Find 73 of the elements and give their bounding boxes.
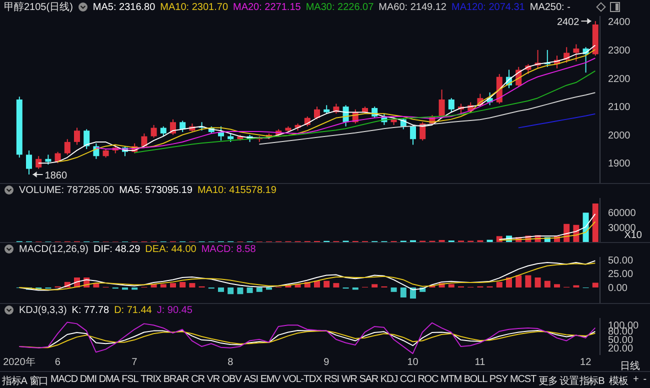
text: BRAR [163,374,189,386]
y-tick-label: 20.00 [608,343,634,354]
x-tick-label: 8 [228,357,234,368]
y-tick-label: 1900 [608,158,631,170]
text: MACD: 8.58 [201,244,256,254]
text: 日线 [620,360,640,373]
text: 指标A [2,374,27,388]
y-tick-label: 0.00 [608,283,628,294]
text: MA5: 2316.80 [92,2,156,12]
x-tick-label: 10 [407,357,419,368]
y-tick-label: 2200 [608,74,631,85]
x-tick-label: 7 [132,357,138,368]
y-tick-label: 60000 [608,208,636,220]
text: MA250: - [530,2,570,12]
text: RSI [324,374,339,386]
x-tick-label: 6 [54,357,61,368]
text: WR [341,374,357,386]
x-tick-label: 11 [474,357,486,368]
text: 指标B [579,374,604,388]
y-tick-label: 25.00 [608,269,634,280]
text: CR [191,374,204,386]
text: 模板 [609,374,628,388]
text: MA30: 2226.07 [306,2,374,12]
text: MCST [510,374,536,386]
y-tick-label: 2300 [608,46,631,57]
chart-title: VOLUME: 787285.00 [19,184,114,196]
text: MA10: 415578.19 [197,184,276,196]
chart-title: MACD(12,26,9) [19,244,88,254]
text: MA60: 2149.12 [378,2,446,12]
text: MA5: 573095.19 [119,184,192,196]
text: 更多 [538,374,558,388]
text: OBV [222,374,242,386]
text: ASI [244,374,258,386]
y-tick-label: 2000 [608,130,631,142]
y-tick-label: 2100 [608,102,631,114]
x-tick-label: 2020年 [3,356,36,368]
text: EMV [260,374,280,386]
text: DEA: 44.00 [145,244,196,254]
text: MACD [50,374,78,386]
text: KDJ [380,374,398,386]
y-tick-label: 50.00 [608,255,634,266]
text: MTM [440,374,462,386]
text: MA20: 2271.15 [233,2,301,12]
annotation: 2402 [556,17,580,28]
chart-title: KDJ(9,3,3) [19,304,67,316]
text: + [633,374,638,386]
annotation: 1860 [44,170,68,182]
text: X10 [624,230,642,241]
chart-title: 甲醇2105(日线) [4,0,73,14]
text: 设置 [560,374,578,388]
series-label: J: 90.45 [156,304,192,316]
series-label: D: 71.44 [114,304,152,316]
text: DMI [80,374,96,386]
series-label: K: 77.78 [72,304,110,316]
text: DIF: 48.29 [93,244,140,254]
x-tick-label: 12 [580,357,592,368]
text: VOL-TDX [282,374,322,386]
text: MA10: 2301.70 [160,2,228,12]
text: ROC [418,374,438,386]
text: SAR [359,374,378,386]
text: CCI [400,374,416,386]
text: PSY [489,374,508,386]
text: 窗口 [29,374,48,388]
y-tick-label: 2400 [608,17,631,28]
text: DMA [98,374,120,386]
text: VR [206,374,220,386]
y-tick-label: 50.00 [608,334,634,346]
text: - [643,374,646,386]
text: FSL [122,374,138,386]
text: MA120: 2074.31 [451,2,525,12]
text: TRIX [140,374,161,386]
x-tick-label: 9 [324,357,330,368]
text: BOLL [464,374,488,386]
